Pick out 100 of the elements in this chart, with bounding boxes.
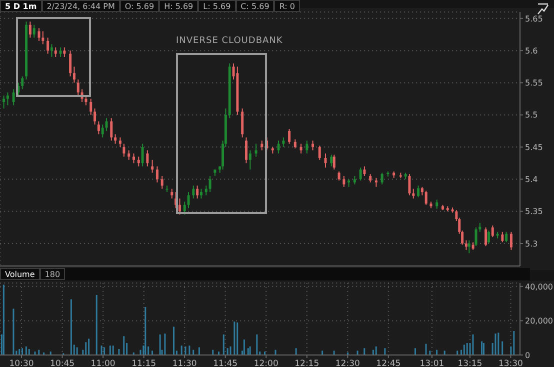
y-tick-label: 40,000 bbox=[525, 282, 553, 292]
candlestick bbox=[2, 95, 6, 109]
candlestick bbox=[363, 166, 366, 176]
y-tick-label: 5.5 bbox=[525, 110, 538, 120]
text: L: 5.69 bbox=[198, 0, 236, 12]
candlestick bbox=[21, 76, 24, 90]
candlestick bbox=[408, 174, 411, 196]
x-tick-label: 11:45 bbox=[213, 359, 238, 367]
candlestick bbox=[380, 172, 384, 185]
x-tick-label: 12:30 bbox=[335, 359, 360, 367]
candlestick bbox=[436, 199, 438, 210]
y-tick-label: 5.55 bbox=[525, 78, 543, 88]
candlestick bbox=[412, 188, 415, 199]
candlestick bbox=[374, 177, 378, 188]
candlestick bbox=[12, 88, 15, 106]
candlestick bbox=[478, 222, 482, 232]
x-tick-label: 13:30 bbox=[498, 359, 523, 367]
candlestick bbox=[306, 140, 308, 154]
text: O: 5.69 bbox=[120, 0, 160, 12]
candlestick bbox=[72, 66, 76, 84]
x-tick-label: 12:00 bbox=[254, 359, 278, 367]
x-tick-label: 10:45 bbox=[50, 359, 75, 367]
candlestick bbox=[424, 190, 428, 206]
candlestick bbox=[101, 124, 104, 138]
candlestick bbox=[59, 46, 62, 58]
candlestick bbox=[170, 188, 174, 199]
candlestick bbox=[330, 154, 333, 167]
candlestick bbox=[245, 136, 248, 164]
candlestick bbox=[241, 108, 244, 138]
candlestick bbox=[69, 50, 72, 77]
candlestick bbox=[192, 185, 195, 199]
candlestick bbox=[128, 150, 130, 160]
candlestick bbox=[50, 44, 53, 58]
candlestick bbox=[277, 140, 280, 154]
y-tick-label: 5.65 bbox=[525, 14, 543, 24]
candlestick bbox=[118, 136, 122, 148]
candlestick bbox=[510, 231, 512, 250]
candlestick bbox=[282, 136, 285, 148]
candlestick bbox=[332, 154, 336, 170]
y-tick-label: 5.45 bbox=[525, 142, 543, 152]
candlestick bbox=[318, 145, 321, 160]
y-tick-label: 5.3 bbox=[525, 239, 538, 248]
x-tick-label: 11:00 bbox=[90, 359, 116, 367]
candlestick bbox=[491, 224, 494, 238]
candlestick bbox=[487, 230, 490, 244]
x-tick-label: 12:15 bbox=[294, 359, 320, 367]
text: R: 0 bbox=[274, 0, 300, 12]
candlestick bbox=[359, 167, 362, 181]
candlestick bbox=[156, 166, 158, 183]
candlestick bbox=[28, 21, 32, 38]
chart-title: Volume bbox=[0, 268, 40, 280]
candlestick bbox=[200, 188, 202, 199]
candlestick bbox=[417, 185, 420, 198]
candlestick bbox=[464, 240, 468, 250]
candlestick bbox=[324, 152, 327, 168]
candlestick bbox=[187, 192, 190, 209]
candlestick bbox=[46, 37, 50, 54]
y-tick-label: 20,000 bbox=[525, 316, 553, 326]
y-tick-label: 5.35 bbox=[525, 207, 543, 216]
candlestick bbox=[288, 128, 291, 144]
candlestick bbox=[342, 175, 346, 188]
candlestick bbox=[254, 143, 258, 158]
candlestick bbox=[94, 108, 96, 126]
candlestick bbox=[260, 140, 264, 151]
candlestick bbox=[151, 159, 154, 174]
candlestick bbox=[300, 143, 302, 154]
candlestick bbox=[146, 150, 149, 167]
candlestick bbox=[501, 231, 504, 243]
candlestick bbox=[137, 156, 140, 167]
candlestick bbox=[132, 152, 135, 164]
candlestick bbox=[178, 198, 181, 216]
candlestick bbox=[90, 98, 92, 116]
x-tick-label: 11:30 bbox=[172, 359, 197, 367]
candlestick bbox=[63, 46, 66, 58]
text: C: 5.69 bbox=[236, 0, 274, 12]
candlestick bbox=[32, 24, 36, 38]
candlestick bbox=[204, 185, 208, 196]
x-tick-label: 12:45 bbox=[376, 359, 401, 367]
candlestick bbox=[338, 170, 340, 181]
x-tick-label: 11:15 bbox=[132, 359, 156, 367]
candlestick bbox=[183, 201, 186, 216]
text: 2/23/24, 6:44 PM bbox=[42, 0, 120, 12]
candlestick bbox=[208, 175, 212, 193]
candlestick bbox=[484, 226, 488, 247]
candlestick bbox=[54, 46, 57, 58]
candlestick bbox=[141, 143, 144, 167]
x-tick-label: 10:30 bbox=[9, 359, 34, 367]
text: 180 bbox=[40, 268, 66, 280]
candlestick bbox=[468, 240, 470, 254]
y-tick-label: 0 bbox=[525, 350, 530, 360]
candlestick bbox=[42, 30, 44, 45]
candlestick bbox=[76, 79, 80, 96]
candlestick bbox=[38, 28, 40, 42]
candlestick bbox=[105, 118, 108, 132]
candlestick bbox=[160, 175, 164, 190]
candlestick bbox=[114, 134, 117, 144]
candlestick bbox=[84, 95, 88, 106]
candlestick bbox=[294, 138, 296, 149]
candlestick bbox=[122, 143, 126, 158]
candlestick bbox=[505, 231, 508, 243]
